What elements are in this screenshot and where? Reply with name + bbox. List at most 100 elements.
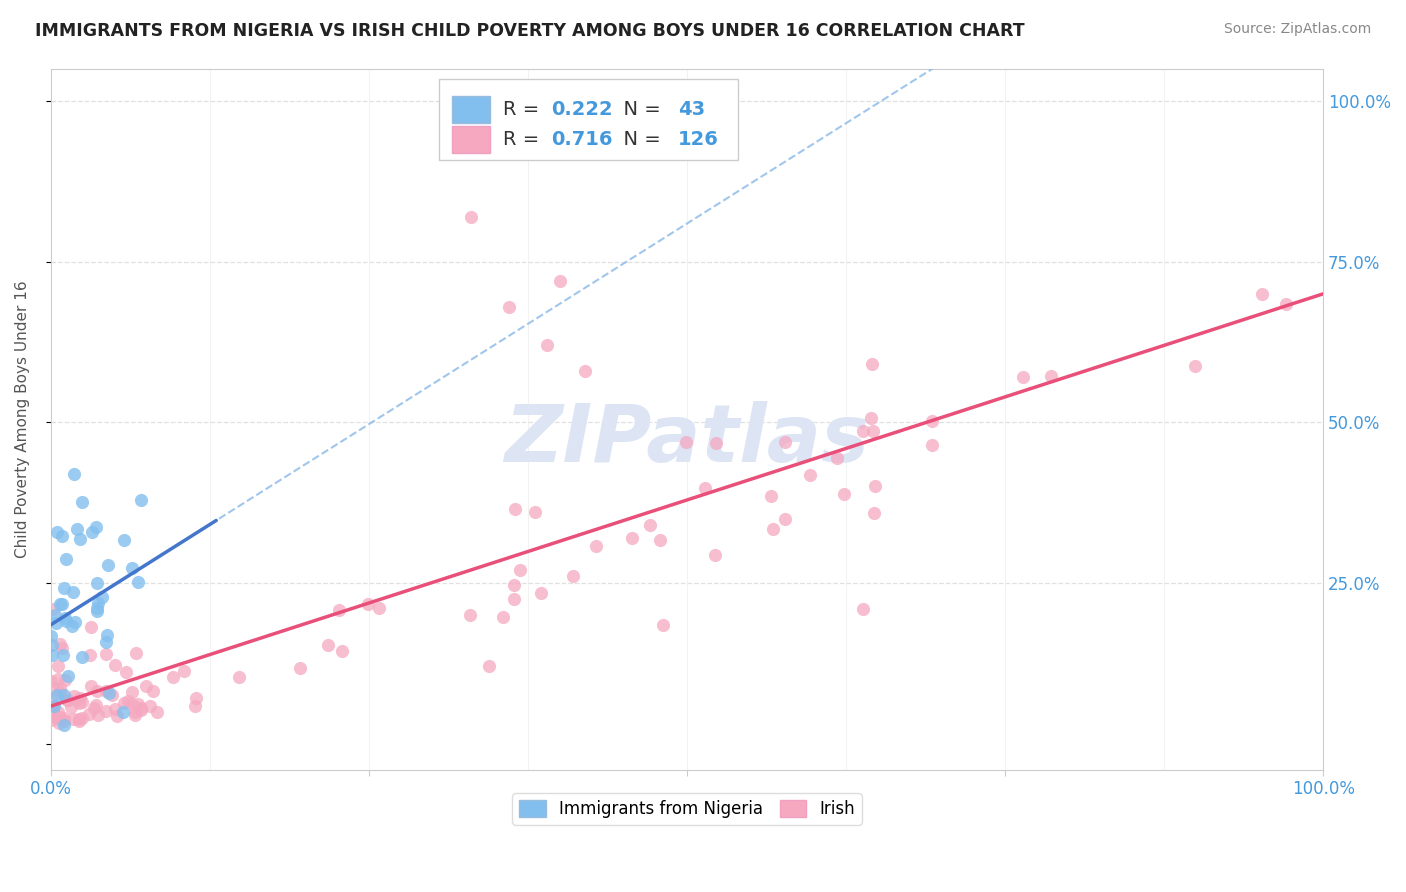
Point (762, 522, 785, 536)
Point (48, 712, 70, 726)
Point (1039, 368, 1062, 383)
Point (77, 706, 100, 721)
Point (105, 709, 128, 723)
Point (112, 533, 135, 547)
Point (121, 685, 143, 699)
Point (121, 561, 143, 575)
Point (49, 681, 72, 695)
Point (184, 690, 207, 705)
Bar (439, 79, 738, 160)
Point (44, 709, 66, 723)
Point (90, 590, 112, 604)
Point (124, 707, 146, 722)
Point (83, 701, 105, 715)
Point (58, 669, 80, 683)
Text: N =: N = (610, 130, 666, 149)
Point (859, 411, 882, 425)
Point (104, 657, 127, 672)
Point (52, 648, 75, 662)
Point (56, 693, 79, 707)
Point (41, 699, 63, 714)
Point (127, 574, 149, 589)
Point (62, 690, 84, 704)
Point (146, 705, 169, 719)
Text: IMMIGRANTS FROM NIGERIA VS IRISH CHILD POVERTY AMONG BOYS UNDER 16 CORRELATION C: IMMIGRANTS FROM NIGERIA VS IRISH CHILD P… (35, 22, 1025, 40)
Point (86, 604, 108, 618)
Point (94, 704, 117, 718)
Point (51, 597, 73, 611)
Point (72, 695, 94, 709)
Point (44, 681, 66, 695)
Point (562, 569, 585, 583)
Point (49, 597, 72, 611)
Point (53, 688, 76, 702)
Point (328, 603, 350, 617)
Point (127, 697, 149, 711)
Point (41, 638, 63, 652)
Point (585, 539, 607, 553)
Point (357, 597, 380, 611)
Point (52, 714, 75, 728)
Point (96, 684, 118, 698)
Point (675, 434, 697, 449)
Point (84, 520, 107, 534)
Point (799, 467, 821, 482)
Point (94, 648, 117, 662)
Point (316, 638, 339, 652)
Point (96, 628, 118, 642)
Point (863, 507, 886, 521)
Point (773, 435, 796, 450)
Point (87, 708, 110, 723)
Point (773, 512, 796, 526)
Point (86, 684, 108, 698)
Point (42, 699, 65, 714)
Point (125, 647, 148, 661)
Point (53, 611, 76, 625)
Point (46, 524, 69, 539)
Point (94, 634, 117, 648)
Point (86, 576, 108, 591)
Point (67, 714, 90, 728)
Point (536, 338, 558, 352)
Point (503, 502, 526, 516)
Point (80, 525, 103, 540)
Point (860, 357, 883, 371)
Point (290, 661, 312, 675)
Point (67, 712, 90, 726)
Point (862, 424, 884, 438)
Point (53, 710, 76, 724)
Text: 0.716: 0.716 (551, 130, 613, 149)
Point (706, 436, 728, 450)
Point (503, 578, 526, 592)
Y-axis label: Child Poverty Among Boys Under 16: Child Poverty Among Boys Under 16 (15, 280, 30, 558)
Point (46, 659, 69, 673)
Point (41, 648, 63, 662)
Point (548, 274, 571, 288)
Point (62, 712, 84, 726)
Point (825, 450, 848, 465)
Point (53, 582, 76, 596)
Point (97, 686, 120, 700)
Bar (451, 126, 489, 153)
Point (39, 673, 62, 688)
Point (56, 693, 79, 707)
Point (49, 637, 72, 651)
Point (112, 696, 135, 710)
Point (509, 563, 531, 577)
Text: R =: R = (502, 130, 546, 149)
Point (695, 482, 717, 496)
Point (49, 710, 72, 724)
Point (460, 210, 482, 224)
Point (115, 665, 138, 679)
Point (863, 479, 886, 493)
Point (100, 688, 122, 702)
Point (121, 697, 143, 711)
Text: R =: R = (502, 100, 546, 120)
Point (79, 679, 101, 693)
Point (502, 592, 524, 607)
Point (79, 648, 101, 662)
Point (44, 607, 66, 622)
Point (498, 300, 520, 314)
Point (1275, 297, 1298, 311)
Point (651, 618, 673, 632)
